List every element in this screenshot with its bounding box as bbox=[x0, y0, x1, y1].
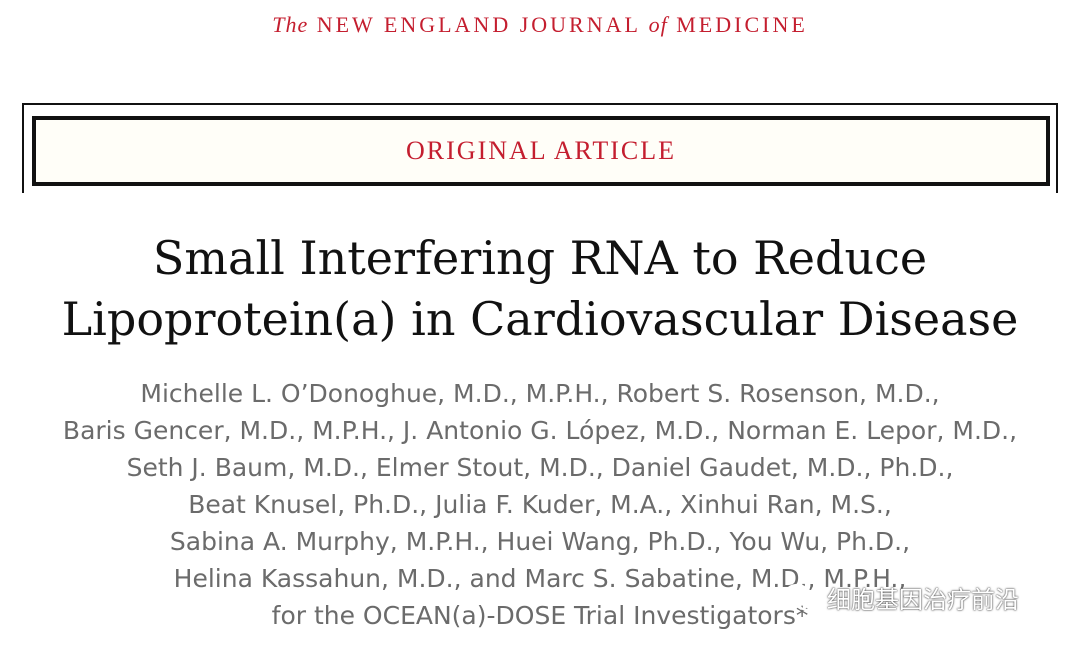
author-line: Helina Kassahun, M.D., and Marc S. Sabat… bbox=[173, 564, 907, 593]
watermark-text: 细胞基因治疗前沿 bbox=[827, 586, 1019, 614]
article-title: Small Interfering RNA to Reduce Lipoprot… bbox=[0, 228, 1080, 350]
author-line: Beat Knusel, Ph.D., Julia F. Kuder, M.A.… bbox=[188, 490, 892, 519]
journal-masthead: The NEW ENGLAND JOURNAL of MEDICINE bbox=[0, 12, 1080, 38]
journal-name-part2: MEDICINE bbox=[676, 12, 808, 37]
article-frame-outer bbox=[22, 103, 1058, 193]
author-line: Sabina A. Murphy, M.P.H., Huei Wang, Ph.… bbox=[169, 527, 911, 556]
article-type-box: ORIGINAL ARTICLE bbox=[32, 116, 1050, 186]
watermark: 细胞基因治疗前沿 bbox=[783, 580, 1019, 615]
author-line: Michelle L. O’Donoghue, M.D., M.P.H., Ro… bbox=[140, 379, 940, 408]
author-line: Baris Gencer, M.D., M.P.H., J. Antonio G… bbox=[62, 416, 1018, 445]
author-list: Michelle L. O’Donoghue, M.D., M.P.H., Ro… bbox=[0, 375, 1080, 634]
journal-the: The bbox=[272, 12, 309, 37]
wechat-icon bbox=[783, 583, 821, 611]
title-line: Lipoprotein(a) in Cardiovascular Disease bbox=[61, 292, 1019, 346]
title-line: Small Interfering RNA to Reduce bbox=[152, 231, 928, 285]
journal-of: of bbox=[648, 12, 668, 37]
journal-name-part1: NEW ENGLAND JOURNAL bbox=[316, 12, 641, 37]
article-type-label: ORIGINAL ARTICLE bbox=[406, 136, 676, 165]
author-line: for the OCEAN(a)-DOSE Trial Investigator… bbox=[271, 601, 809, 630]
author-line: Seth J. Baum, M.D., Elmer Stout, M.D., D… bbox=[126, 453, 954, 482]
